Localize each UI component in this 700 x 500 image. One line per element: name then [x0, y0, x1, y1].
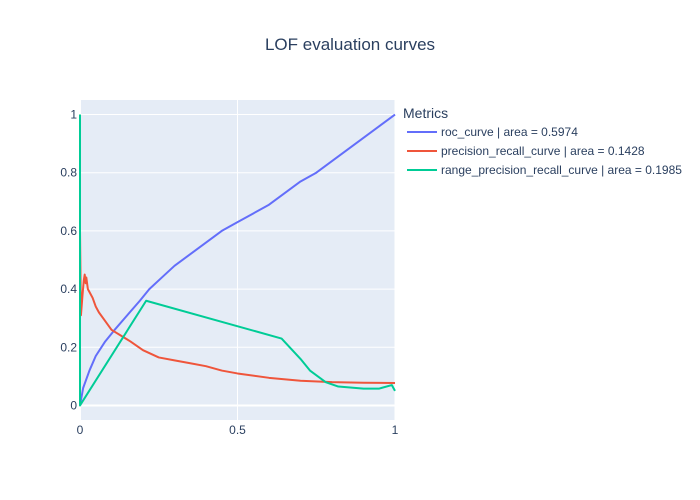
legend-label-0: roc_curve | area = 0.5974: [441, 125, 578, 139]
y-tick-label-3: 0.6: [60, 224, 77, 238]
series-line-2: [79, 114, 396, 407]
legend-label-1: precision_recall_curve | area = 0.1428: [441, 144, 645, 158]
x-tick-label-1: 0.5: [229, 423, 246, 437]
series-line-0: [79, 113, 396, 406]
x-tick-label-0: 0: [77, 423, 84, 437]
x-axis-ticks: 0 0.5 1: [77, 423, 399, 437]
series-line-1: [79, 230, 396, 385]
chart-title: LOF evaluation curves: [265, 35, 435, 54]
y-tick-label-5: 1: [70, 108, 77, 122]
y-tick-label-4: 0.8: [60, 166, 77, 180]
legend-label-2: range_precision_recall_curve | area = 0.…: [441, 163, 682, 177]
x-tick-label-2: 1: [392, 423, 399, 437]
legend-item-2[interactable]: range_precision_recall_curve | area = 0.…: [407, 163, 682, 177]
y-axis-ticks: 0 0.2 0.4 0.6 0.8 1: [60, 108, 77, 413]
legend[interactable]: Metrics roc_curve | area = 0.5974 precisi…: [403, 105, 682, 177]
y-tick-label-0: 0: [70, 398, 77, 412]
series-group: [79, 113, 396, 407]
y-tick-label-1: 0.2: [60, 340, 77, 354]
legend-title: Metrics: [403, 105, 448, 121]
legend-item-0[interactable]: roc_curve | area = 0.5974: [407, 125, 578, 139]
legend-item-1[interactable]: precision_recall_curve | area = 0.1428: [407, 144, 645, 158]
y-tick-label-2: 0.4: [60, 282, 77, 296]
